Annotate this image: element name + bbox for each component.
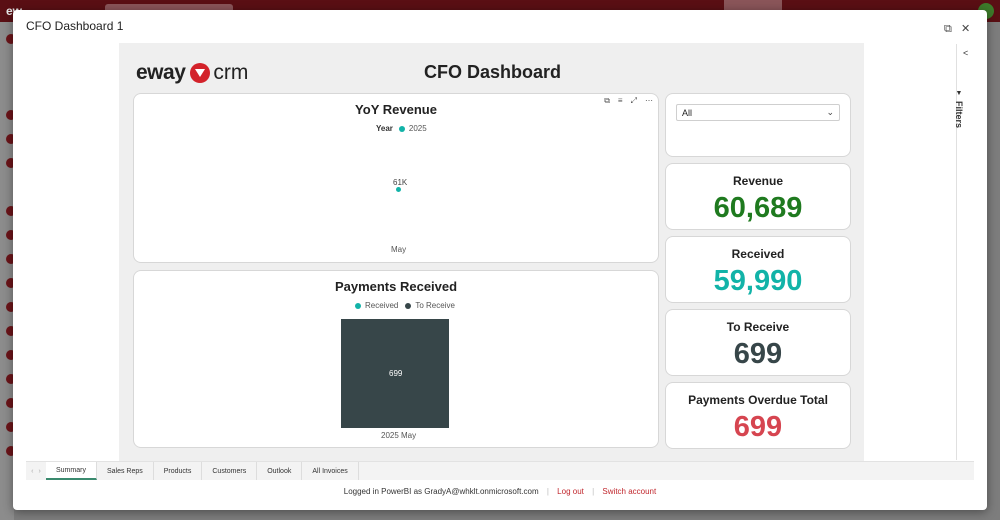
- kpi-title: To Receive: [726, 320, 790, 334]
- close-icon[interactable]: ✕: [961, 23, 971, 35]
- kpi-card-payments-overdue[interactable]: Payments Overdue Total 699: [665, 382, 851, 449]
- report-canvas: eway crm CFO Dashboard ⧉ ≡ ⤢ ⋯ YoY Reven…: [119, 43, 864, 461]
- legend-marker-received: [355, 302, 361, 309]
- data-point-may-2025[interactable]: [396, 187, 401, 192]
- data-label-may: 61K: [393, 178, 408, 187]
- background-nav-icon: [6, 446, 16, 456]
- background-sidebar: [0, 22, 16, 520]
- copy-icon[interactable]: ⧉: [604, 96, 610, 105]
- payments-received-visual[interactable]: Payments Received Received To Receive 69…: [133, 270, 659, 448]
- switch-account-link[interactable]: Switch account: [602, 487, 657, 496]
- filters-pane-toggle[interactable]: ▼ Filters: [954, 90, 964, 128]
- funnel-icon: ▼: [955, 90, 963, 97]
- kpi-value: 699: [733, 411, 783, 443]
- background-nav-icon: [6, 206, 16, 216]
- x-tick-2025-may: 2025 May: [381, 431, 417, 440]
- background-nav-icon: [6, 374, 16, 384]
- legend-item-received[interactable]: Received: [365, 301, 399, 310]
- background-nav-icon: [6, 422, 16, 432]
- expand-filters-icon[interactable]: <: [963, 48, 969, 58]
- background-nav-icon: [6, 326, 16, 336]
- filter-icon[interactable]: ≡: [617, 96, 623, 105]
- kpi-card-revenue[interactable]: Revenue 60,689: [665, 163, 851, 230]
- slicer-dropdown[interactable]: All ⌄: [676, 104, 840, 121]
- tab-all-invoices[interactable]: All Invoices: [302, 462, 359, 480]
- bar-data-label: 699: [389, 369, 403, 378]
- logo-crm-text: crm: [213, 61, 249, 84]
- legend-item-2025[interactable]: 2025: [408, 124, 427, 133]
- logo-mark-icon: [190, 63, 211, 83]
- bar-to-receive-2025-may[interactable]: [341, 319, 449, 428]
- visual-header-toolbar: ⧉ ≡ ⤢ ⋯: [604, 96, 653, 106]
- tab-sales-reps[interactable]: Sales Reps: [97, 462, 154, 480]
- yoy-revenue-title: YoY Revenue: [355, 102, 437, 117]
- filters-pane-divider: [956, 44, 957, 460]
- divider: |: [592, 487, 595, 496]
- report-title: CFO Dashboard: [424, 62, 562, 82]
- yoy-legend: Year 2025: [376, 124, 427, 133]
- page-tabs: ‹ › Summary Sales Reps Products Customer…: [26, 461, 974, 480]
- legend-marker-2025: [398, 125, 405, 132]
- background-nav-icon: [6, 134, 16, 144]
- popout-icon[interactable]: ⧉: [944, 23, 952, 35]
- kpi-card-received[interactable]: Received 59,990: [665, 236, 851, 303]
- background-nav-icon: [6, 302, 16, 312]
- logo-eway-text: eway: [136, 61, 186, 84]
- focus-mode-icon[interactable]: ⤢: [630, 96, 637, 105]
- slicer-visual: All ⌄: [665, 93, 851, 157]
- tab-outlook[interactable]: Outlook: [257, 462, 303, 480]
- legend-title: Year: [376, 124, 393, 133]
- kpi-title: Received: [731, 247, 785, 261]
- chevron-down-icon: ⌄: [826, 107, 834, 117]
- dialog-title: CFO Dashboard 1: [26, 19, 124, 33]
- report-dialog: CFO Dashboard 1 ⧉ ✕ < ▼ Filters eway crm…: [13, 10, 987, 510]
- logged-in-text: Logged in PowerBI as GradyA@whklt.onmicr…: [343, 487, 539, 496]
- legend-marker-to-receive: [405, 302, 412, 309]
- login-footer: Logged in PowerBI as GradyA@whklt.onmicr…: [13, 487, 987, 496]
- background-nav-icon: [6, 110, 16, 120]
- payments-legend: Received To Receive: [355, 301, 455, 310]
- kpi-value: 60,689: [713, 192, 803, 224]
- tab-summary[interactable]: Summary: [46, 462, 97, 480]
- tab-products[interactable]: Products: [154, 462, 203, 480]
- tab-customers[interactable]: Customers: [202, 462, 258, 480]
- x-tick-may: May: [391, 245, 407, 254]
- background-nav-icon: [6, 278, 16, 288]
- background-nav-icon: [6, 398, 16, 408]
- background-nav-icon: [6, 158, 16, 168]
- filters-label: Filters: [954, 101, 964, 129]
- background-nav-icon: [6, 350, 16, 360]
- logout-link[interactable]: Log out: [557, 487, 584, 496]
- background-nav-icon: [6, 34, 16, 44]
- kpi-value: 59,990: [713, 265, 803, 297]
- background-nav-icon: [6, 254, 16, 264]
- tab-scroll-controls: ‹ ›: [26, 462, 46, 480]
- kpi-value: 699: [733, 338, 783, 370]
- more-options-icon[interactable]: ⋯: [645, 96, 653, 105]
- slicer-value: All: [682, 108, 693, 118]
- payments-received-title: Payments Received: [334, 279, 458, 294]
- divider: |: [546, 487, 549, 496]
- chevron-right-icon[interactable]: ›: [38, 467, 41, 475]
- legend-item-to-receive[interactable]: To Receive: [415, 301, 455, 310]
- eway-crm-logo: eway crm: [136, 60, 248, 86]
- kpi-card-to-receive[interactable]: To Receive 699: [665, 309, 851, 376]
- chevron-left-icon[interactable]: ‹: [31, 467, 34, 475]
- yoy-revenue-visual[interactable]: ⧉ ≡ ⤢ ⋯ YoY Revenue Year 2025 61K May: [133, 93, 659, 263]
- kpi-title: Payments Overdue Total: [688, 393, 828, 407]
- background-nav-icon: [6, 230, 16, 240]
- kpi-title: Revenue: [732, 174, 784, 188]
